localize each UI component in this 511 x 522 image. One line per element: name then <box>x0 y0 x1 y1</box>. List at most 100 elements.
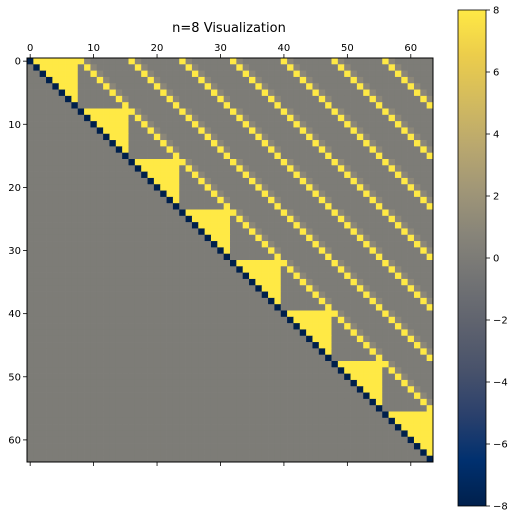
heatmap-cell <box>306 215 313 223</box>
heatmap-cell <box>306 121 313 128</box>
heatmap-cell <box>134 70 142 78</box>
heatmap-cell <box>255 215 263 223</box>
heatmap-cell <box>413 108 421 116</box>
heatmap-cell <box>96 234 104 242</box>
heatmap-cell <box>210 102 218 109</box>
heatmap-cell <box>210 127 218 135</box>
heatmap-cell <box>77 253 85 261</box>
heatmap-cell <box>325 190 332 198</box>
heatmap-cell <box>147 222 155 229</box>
heatmap-cell <box>58 304 66 311</box>
heatmap-cell <box>375 354 383 362</box>
heatmap-cell <box>280 121 288 128</box>
heatmap-cell <box>223 348 231 356</box>
heatmap-cell <box>287 146 294 154</box>
heatmap-cell <box>230 83 237 90</box>
heatmap-cell <box>52 379 60 387</box>
heatmap-cell <box>58 146 66 154</box>
heatmap-cell <box>128 398 136 406</box>
heatmap-cell <box>242 171 250 179</box>
heatmap-cell <box>325 95 332 103</box>
heatmap-cell <box>115 177 123 185</box>
heatmap-cell <box>217 190 224 198</box>
heatmap-cell <box>185 222 193 229</box>
heatmap-cell <box>210 241 218 248</box>
heatmap-cell <box>27 379 34 387</box>
heatmap-cell <box>39 417 47 425</box>
heatmap-cell <box>27 253 34 261</box>
heatmap-cell <box>331 114 339 122</box>
heatmap-cell <box>141 159 148 166</box>
heatmap-cell <box>363 436 370 444</box>
heatmap-cell <box>363 335 370 343</box>
heatmap-cell <box>318 424 326 431</box>
heatmap-cell <box>299 64 307 71</box>
heatmap-cell <box>103 449 110 457</box>
heatmap-cell <box>407 121 415 128</box>
heatmap-cell <box>166 430 174 438</box>
heatmap-cell <box>356 449 364 457</box>
heatmap-cell <box>312 190 320 198</box>
heatmap-cell <box>268 316 275 324</box>
heatmap-cell <box>191 354 199 362</box>
heatmap-cell <box>230 146 237 154</box>
heatmap-cell <box>84 260 91 267</box>
heatmap-cell <box>96 70 104 78</box>
heatmap-cell <box>255 184 263 191</box>
heatmap-cell <box>369 386 377 393</box>
heatmap-cell <box>147 64 155 71</box>
heatmap-cell <box>344 398 351 406</box>
heatmap-cell <box>325 171 332 179</box>
heatmap-cell <box>337 95 345 103</box>
heatmap-cell <box>210 159 218 166</box>
heatmap-cell <box>261 285 269 292</box>
heatmap-cell <box>122 348 129 356</box>
heatmap-cell <box>388 215 396 223</box>
heatmap-cell <box>103 102 110 109</box>
heatmap-cell <box>52 443 60 450</box>
heatmap-cell <box>420 373 427 381</box>
heatmap-cell <box>27 184 34 191</box>
heatmap-cell <box>27 455 34 463</box>
heatmap-cell <box>58 266 66 273</box>
heatmap-cell <box>394 58 402 65</box>
heatmap-cell <box>394 297 402 305</box>
heatmap-cell <box>242 140 250 147</box>
heatmap-cell <box>420 102 427 109</box>
heatmap-cell <box>356 310 364 318</box>
heatmap-cell <box>230 310 237 318</box>
heatmap-cell <box>274 260 282 267</box>
heatmap-cell <box>191 443 199 450</box>
heatmap-cell <box>394 367 402 374</box>
heatmap-cell <box>293 247 301 255</box>
heatmap-cell <box>77 133 85 141</box>
heatmap-cell <box>27 64 34 71</box>
heatmap-cell <box>420 114 427 122</box>
heatmap-cell <box>420 430 427 438</box>
heatmap-cell <box>65 215 72 223</box>
heatmap-cell <box>84 64 91 71</box>
heatmap-cell <box>90 215 98 223</box>
heatmap-cell <box>306 222 313 229</box>
heatmap-cell <box>350 95 358 103</box>
heatmap-cell <box>210 430 218 438</box>
heatmap-cell <box>84 76 91 84</box>
heatmap-cell <box>115 241 123 248</box>
heatmap-cell <box>65 430 72 438</box>
heatmap-cell <box>274 348 282 356</box>
heatmap-cell <box>230 171 237 179</box>
heatmap-cell <box>306 297 313 305</box>
heatmap-cell <box>350 152 358 160</box>
heatmap-cell <box>350 58 358 65</box>
heatmap-cell <box>210 348 218 356</box>
heatmap-cell <box>84 285 91 292</box>
heatmap-cell <box>274 424 282 431</box>
heatmap-cell <box>230 152 237 160</box>
heatmap-cell <box>388 424 396 431</box>
heatmap-cell <box>382 310 389 318</box>
heatmap-cell <box>261 171 269 179</box>
heatmap-cell <box>236 386 244 393</box>
heatmap-cell <box>179 323 186 330</box>
heatmap-cell <box>413 386 421 393</box>
heatmap-cell <box>71 424 79 431</box>
